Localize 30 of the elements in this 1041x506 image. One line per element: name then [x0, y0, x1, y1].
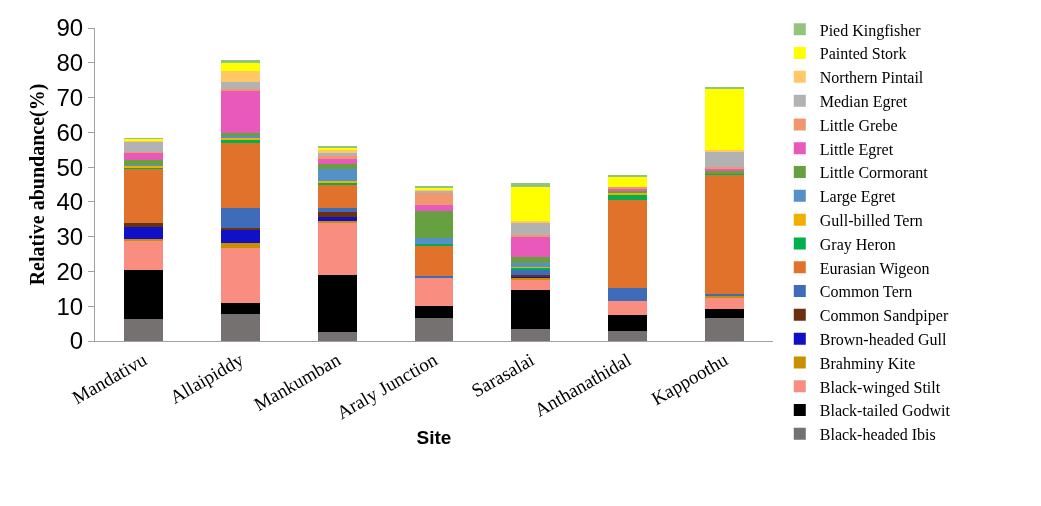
y-tick-label: 20: [56, 257, 84, 285]
legend-label: Median Egret: [819, 92, 908, 111]
y-tick-label: 10: [56, 292, 84, 320]
legend-label: Little Cormorant: [819, 164, 929, 182]
x-axis-title: Site: [416, 426, 452, 448]
legend-label: Black-tailed Godwit: [819, 402, 951, 420]
y-tick-label: 0: [69, 327, 84, 355]
y-tick-label: 90: [56, 14, 84, 42]
legend-label: Black-winged Stilt: [819, 378, 941, 397]
legend-label: Gull-billed Tern: [819, 211, 923, 229]
legend-label: Common Sandpiper: [819, 307, 949, 326]
legend-label: Pied Kingfisher: [819, 21, 922, 40]
legend-label: Common Tern: [819, 283, 913, 301]
legend-label: Brown-headed Gull: [819, 330, 947, 348]
y-tick-label: 80: [56, 49, 84, 77]
y-tick-label: 50: [56, 153, 84, 181]
legend-label: Little Egret: [819, 140, 894, 159]
legend-label: Northern Pintail: [819, 69, 924, 87]
legend-label: Large Egret: [819, 188, 896, 207]
legend-label: Painted Stork: [819, 45, 907, 63]
legend-label: Little Grebe: [819, 116, 898, 134]
y-axis-title: Relative abundance(%): [26, 83, 49, 286]
y-tick-label: 70: [56, 83, 84, 111]
legend-label: Brahminy Kite: [819, 354, 916, 373]
y-tick-label: 40: [56, 188, 84, 216]
legend-label: Gray Heron: [819, 235, 896, 254]
y-tick-label: 60: [56, 118, 84, 146]
legend-label: Eurasian Wigeon: [819, 259, 930, 278]
legend-label: Black-headed Ibis: [819, 426, 936, 444]
y-tick-label: 30: [56, 223, 84, 251]
